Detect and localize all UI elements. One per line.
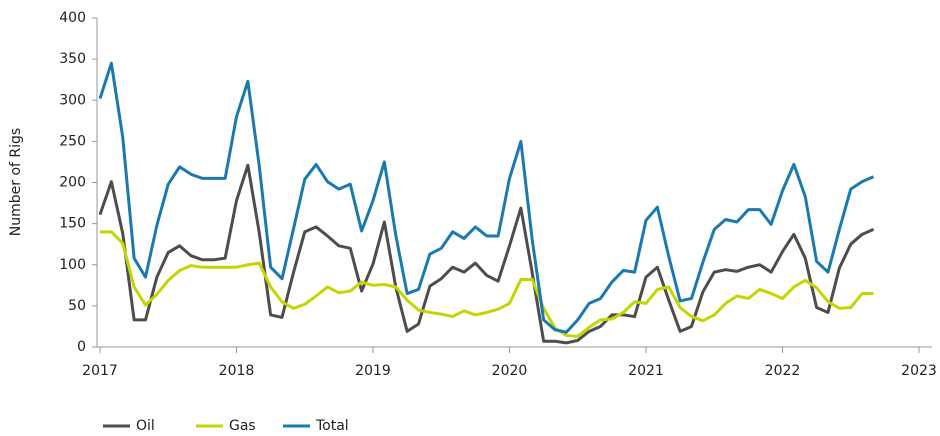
x-tick-label: 2021 <box>628 363 664 379</box>
y-tick-label: 250 <box>59 133 86 149</box>
x-tick-label: 2023 <box>901 363 937 379</box>
y-tick-label: 150 <box>59 216 86 232</box>
x-tick-label: 2019 <box>355 363 391 379</box>
legend-label: Gas <box>229 418 256 434</box>
x-tick-label: 2017 <box>82 363 118 379</box>
x-tick-label: 2020 <box>492 363 528 379</box>
y-tick-label: 400 <box>59 10 86 26</box>
y-tick-label: 300 <box>59 92 86 108</box>
x-tick-label: 2018 <box>219 363 255 379</box>
legend-label: Oil <box>136 418 155 434</box>
y-tick-label: 50 <box>68 298 86 314</box>
series-line <box>98 163 875 345</box>
x-tick-label: 2022 <box>765 363 801 379</box>
y-axis-label: Number of Rigs <box>8 128 24 236</box>
y-tick-label: 100 <box>59 257 86 273</box>
series-line <box>100 230 874 338</box>
legend-label: Total <box>315 418 349 434</box>
y-tick-label: 350 <box>59 51 86 67</box>
y-tick-label: 200 <box>59 175 86 191</box>
y-tick-label: 0 <box>77 339 86 355</box>
series-line <box>98 61 875 334</box>
